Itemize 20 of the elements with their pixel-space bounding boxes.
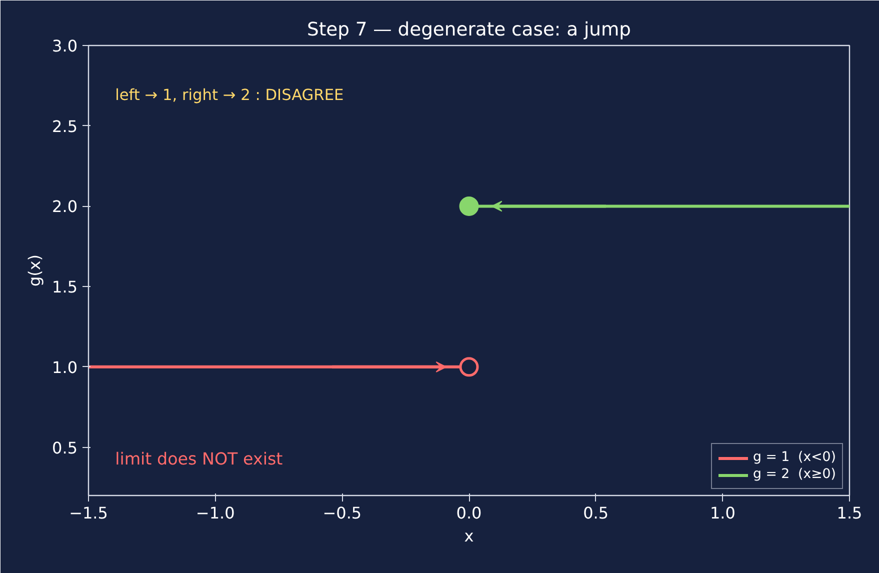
legend-label: g = 2 (x≥0) (753, 467, 836, 482)
y-tick-label: 1.5 (52, 278, 78, 297)
annotation: left → 1, right → 2 : DISAGREE (115, 86, 344, 104)
annotation: limit does NOT exist (115, 450, 284, 468)
y-tick-label: 1.0 (52, 358, 78, 377)
legend-label: g = 1 (x<0) (753, 450, 836, 465)
x-axis-title: x (464, 526, 474, 546)
x-tick-label: 0.0 (456, 504, 482, 522)
x-tick-label: 1.0 (710, 504, 736, 522)
y-tick-label: 3.0 (52, 36, 78, 56)
y-tick-label: 0.5 (52, 438, 78, 458)
y-tick-label: 2.0 (52, 197, 78, 216)
y-tick-label: 2.5 (52, 116, 78, 136)
x-tick-label: −1.5 (69, 504, 108, 522)
y-axis-title: g(x) (25, 254, 44, 287)
x-tick-label: −0.5 (322, 504, 362, 522)
x-tick-label: 1.5 (836, 504, 862, 522)
chart-title: Step 7 — degenerate case: a jump (306, 20, 632, 40)
x-tick-label: −1.0 (196, 504, 235, 522)
x-tick-label: 0.5 (583, 504, 609, 522)
